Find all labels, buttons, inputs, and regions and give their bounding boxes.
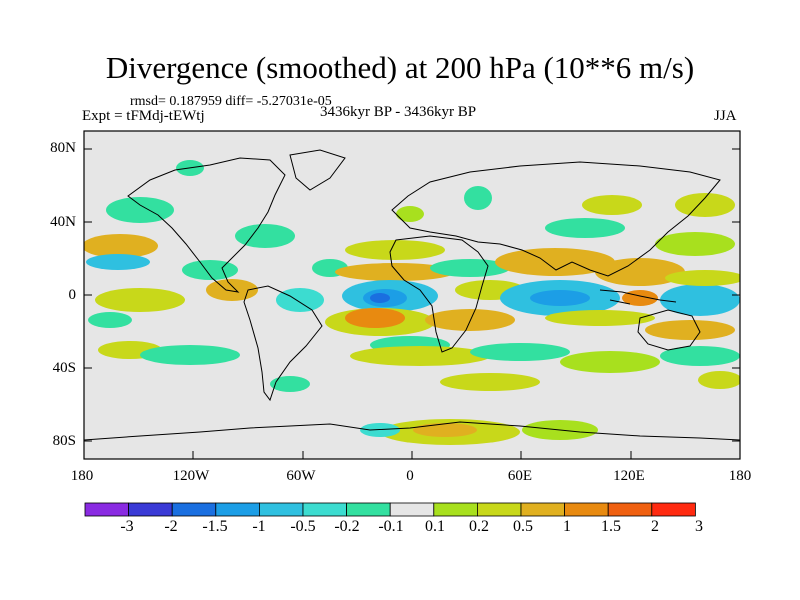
field-patch <box>270 376 310 392</box>
lon-tick-60w: 60W <box>286 468 316 484</box>
colorbar-box <box>84 502 129 517</box>
field-patch <box>345 308 405 328</box>
lat-tick-80s: 80S <box>52 433 76 449</box>
coast-south-america <box>243 285 323 402</box>
field-patch <box>350 346 490 366</box>
field-patch <box>464 186 492 210</box>
lat-tick-80n: 80N <box>50 140 76 156</box>
coast-europe-asia <box>391 161 721 277</box>
field-patch <box>545 310 655 326</box>
colorbar-box <box>215 502 260 517</box>
field-patch <box>440 373 540 391</box>
lon-tick-180e: 180 <box>728 468 752 484</box>
field-patch <box>182 260 238 280</box>
colorbar-box <box>651 502 696 517</box>
field-patch <box>276 288 324 312</box>
colorbar-label: -0.2 <box>334 518 360 535</box>
colorbar-box <box>389 502 435 517</box>
field-patch <box>95 288 185 312</box>
lon-tick-0: 0 <box>406 468 414 484</box>
divergence-field <box>84 160 740 445</box>
field-patch <box>396 206 424 222</box>
field-patch <box>140 345 240 365</box>
colorbar <box>84 502 696 517</box>
lat-tick-40s: 40S <box>52 360 76 376</box>
stats-label: rmsd= 0.187959 diff= -5.27031e-05 <box>130 94 332 109</box>
colorbar-box <box>564 502 609 517</box>
colorbar-label: 0.1 <box>425 518 445 535</box>
colorbar-label: -3 <box>120 518 134 535</box>
field-patch <box>84 234 158 258</box>
coast-australia <box>637 309 701 351</box>
colorbar-label: -0.1 <box>378 518 404 535</box>
lon-tick-180w: 180 <box>70 468 94 484</box>
field-patch <box>530 290 590 306</box>
coast-indonesia <box>599 289 677 305</box>
field-patch <box>582 195 642 215</box>
field-patch <box>698 371 740 389</box>
field-patch <box>235 224 295 248</box>
field-patch <box>413 423 477 437</box>
period-label: 3436kyr BP - 3436kyr BP <box>320 104 477 120</box>
colorbar-label: 0.5 <box>513 518 533 535</box>
colorbar-label: 1 <box>563 518 571 535</box>
colorbar-label: -0.5 <box>290 518 316 535</box>
colorbar-label: -1 <box>252 518 266 535</box>
colorbar-box <box>520 502 565 517</box>
coastlines <box>84 149 740 441</box>
field-patch <box>595 258 685 286</box>
field-patch <box>106 197 174 223</box>
tick-marks <box>84 148 740 459</box>
colorbar-label: -2 <box>164 518 178 535</box>
field-patch <box>645 320 735 340</box>
field-patch <box>665 270 740 286</box>
lon-tick-60e: 60E <box>507 468 533 484</box>
colorbar-box <box>476 502 522 517</box>
colorbar-label: 3 <box>695 518 703 535</box>
coast-antarctica <box>84 421 740 441</box>
lat-tick-eq: 0 <box>68 287 77 303</box>
lon-tick-120e: 120E <box>613 468 645 484</box>
colorbar-box <box>346 502 391 517</box>
colorbar-label: 2 <box>651 518 659 535</box>
coast-greenland <box>289 149 346 191</box>
chart-title: Divergence (smoothed) at 200 hPa (10**6 … <box>105 50 695 85</box>
experiment-label: Expt = tFMdj-tEWtj <box>82 108 205 124</box>
lat-tick-40n: 40N <box>50 214 76 230</box>
field-patch <box>86 254 150 270</box>
field-patch <box>335 263 455 281</box>
field-patch <box>470 343 570 361</box>
field-patch <box>88 312 132 328</box>
coast-africa <box>389 235 489 353</box>
colorbar-box <box>607 502 653 517</box>
coast-north-america <box>127 157 286 293</box>
field-patch <box>660 284 740 316</box>
colorbar-label: 0.2 <box>469 518 489 535</box>
field-patch <box>655 232 735 256</box>
field-patch <box>430 259 510 277</box>
season-label: JJA <box>714 108 737 124</box>
colorbar-label: -1.5 <box>202 518 228 535</box>
field-patch <box>545 218 625 238</box>
colorbar-box <box>258 502 304 517</box>
field-patch <box>495 248 615 276</box>
colorbar-label: 1.5 <box>601 518 621 535</box>
field-patch <box>560 351 660 373</box>
field-patch <box>370 293 390 303</box>
colorbar-box <box>128 502 173 517</box>
field-patch <box>345 240 445 260</box>
field-patch <box>675 193 735 217</box>
colorbar-box <box>302 502 347 517</box>
lon-tick-120w: 120W <box>172 468 210 484</box>
field-patch <box>660 346 740 366</box>
colorbar-box <box>433 502 478 517</box>
colorbar-box <box>171 502 217 517</box>
